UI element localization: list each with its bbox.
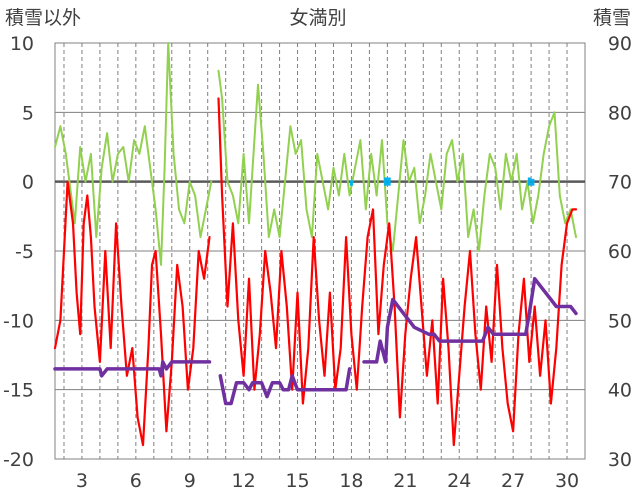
precip-bar-4 — [527, 177, 531, 186]
x-tick-label: 24 — [447, 470, 471, 492]
min_temp-line-segment-1 — [53, 180, 211, 447]
right-y-tick-label: 50 — [608, 310, 632, 332]
x-tick-label: 3 — [76, 470, 88, 492]
min_temp-line-segment-2 — [217, 97, 578, 447]
right-y-tick-label: 80 — [608, 102, 632, 124]
max_temp-line-segment-2 — [217, 69, 577, 252]
series-layer — [53, 42, 578, 447]
x-tick-label: 12 — [232, 470, 256, 492]
precip-bar-1 — [349, 180, 353, 186]
x-tick-label: 15 — [285, 470, 309, 492]
left-y-tick-label: -15 — [3, 380, 34, 402]
precip-bar-2 — [384, 177, 388, 186]
right-axis-label: 積雪 — [593, 7, 631, 29]
left-y-tick-label: -20 — [3, 449, 34, 471]
x-tick-label: 18 — [339, 470, 363, 492]
right-y-tick-label: 30 — [608, 449, 632, 471]
left-axis-label: 積雪以外 — [5, 7, 81, 29]
snow_depth-line-segment-3 — [362, 276, 578, 364]
right-y-tick-label: 90 — [608, 33, 632, 55]
snow_depth-line-segment-1 — [53, 360, 212, 378]
left-y-tick-label: -5 — [15, 241, 34, 263]
x-tick-label: 9 — [184, 470, 196, 492]
left-y-tick-label: -10 — [3, 310, 34, 332]
max_temp-line-segment-1 — [54, 42, 213, 266]
plot-area-border — [54, 42, 586, 460]
precip-bar-3 — [387, 177, 391, 186]
right-y-tick-label: 40 — [608, 380, 632, 402]
left-y-tick-label: 0 — [22, 172, 34, 194]
left-y-tick-label: 5 — [22, 102, 34, 124]
left-y-tick-label: 10 — [10, 33, 34, 55]
x-tick-label: 30 — [555, 470, 579, 492]
x-tick-label: 27 — [501, 470, 525, 492]
snow_depth-line-segment-2 — [218, 367, 352, 406]
right-y-tick-label: 70 — [608, 172, 632, 194]
precip-bar-5 — [531, 178, 535, 186]
x-tick-label: 6 — [130, 470, 142, 492]
x-tick-label: 21 — [393, 470, 417, 492]
chart-title: 女満別 — [289, 7, 346, 29]
right-y-tick-label: 60 — [608, 241, 632, 263]
